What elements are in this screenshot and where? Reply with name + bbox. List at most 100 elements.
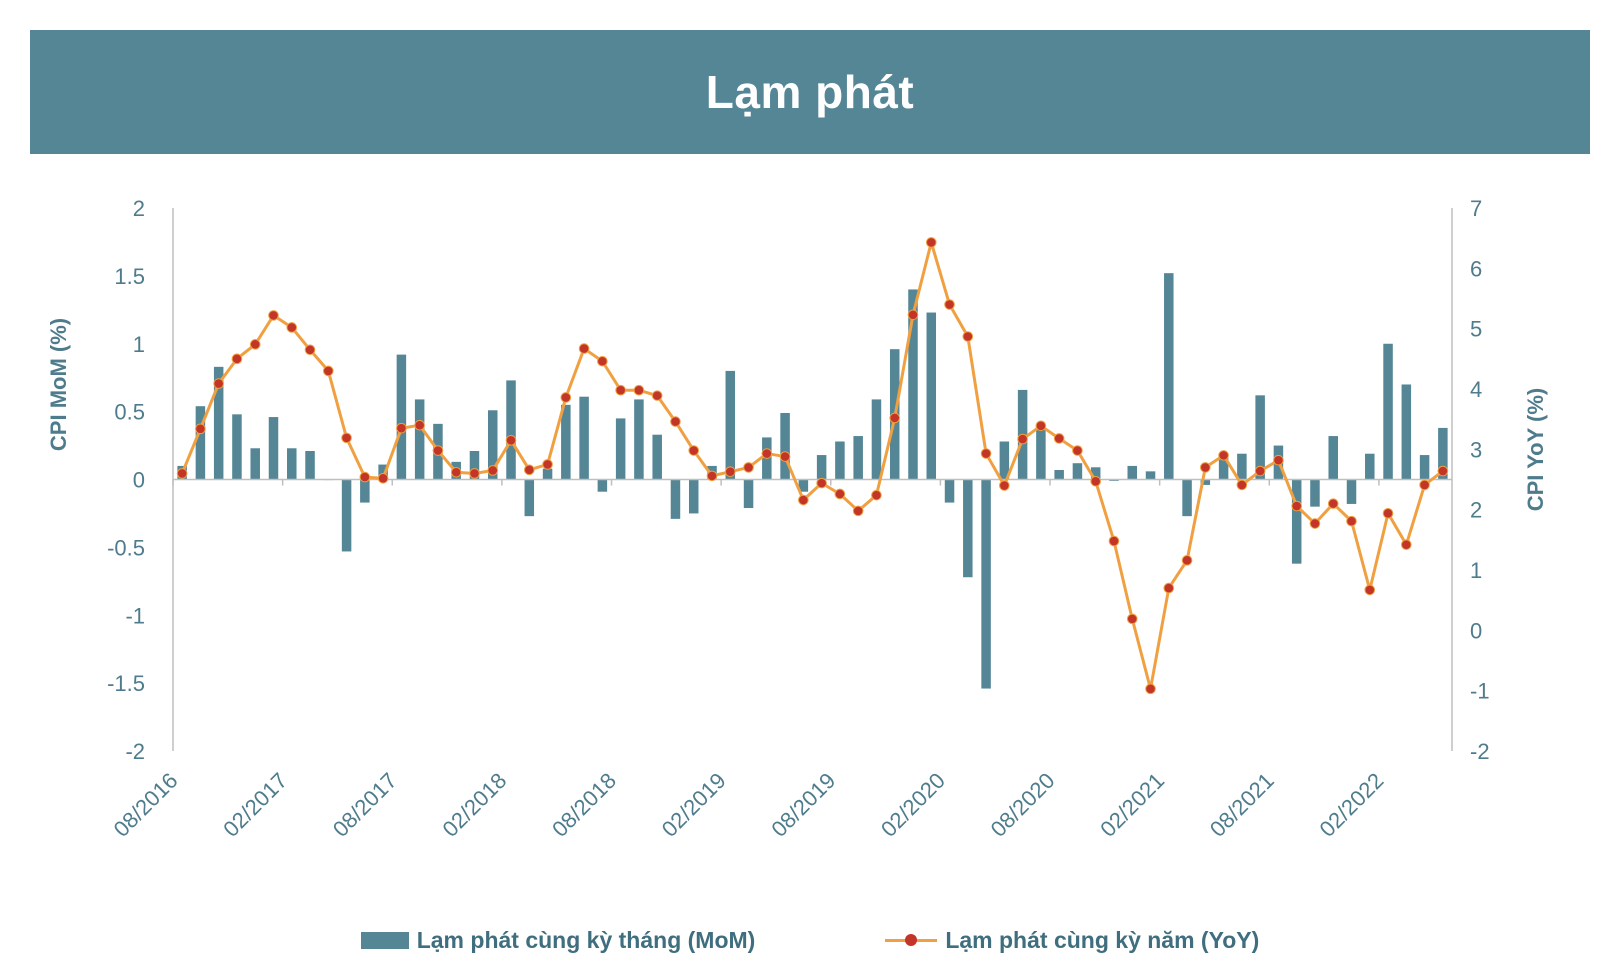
bar-mom [1346,479,1357,504]
y-left-axis-title: CPI MoM (%) [46,318,71,451]
x-tick-label: 08/2021 [1205,768,1279,842]
legend-item-yoy: Lạm phát cùng kỳ năm (YoY) [885,927,1259,954]
y-left-tick-label: -0.5 [107,535,145,560]
point-yoy [779,451,791,462]
x-tick-label: 02/2022 [1315,768,1389,842]
bar-mom [1328,436,1338,480]
point-yoy [195,423,206,435]
point-yoy [1254,465,1266,477]
point-yoy [1053,433,1065,444]
bar-mom [908,289,918,480]
point-yoy [1291,500,1302,512]
point-yoy [597,355,608,367]
bar-mom [1200,479,1211,485]
point-yoy [670,416,681,427]
bar-mom [524,479,535,517]
bar-mom [1072,463,1083,480]
bar-mom [963,479,973,578]
x-tick-label: 08/2019 [766,768,840,842]
point-yoy [1437,465,1449,477]
point-yoy [816,477,827,489]
x-tick-label: 02/2017 [218,768,292,842]
point-yoy [213,378,224,389]
point-yoy [1309,518,1321,529]
bar-mom [926,312,937,480]
point-yoy [907,309,919,321]
y-right-tick-label: -2 [1470,739,1490,764]
bar-mom [487,410,498,480]
bar-mom [1036,425,1046,480]
x-tick-label: 02/2020 [876,768,950,842]
legend-item-mom: Lạm phát cùng kỳ tháng (MoM) [360,927,755,954]
legend-swatch-bar [360,931,409,949]
point-yoy [852,505,864,517]
y-left-tick-label: 0 [133,468,145,493]
point-yoy [359,471,371,483]
bar-mom [396,354,407,480]
legend-swatch-line [885,930,938,950]
point-yoy [980,448,992,459]
x-tick-label: 02/2019 [657,768,731,842]
point-yoy [889,412,901,424]
y-left-tick-label: -1 [125,603,145,628]
y-left-tick-label: 2 [133,196,145,221]
point-yoy [341,432,352,444]
point-yoy [268,310,279,321]
bar-mom [1310,479,1320,507]
bar-mom [634,399,644,480]
y-right-tick-label: 3 [1470,437,1482,462]
y-right-tick-label: 7 [1470,196,1482,221]
bar-mom [597,479,608,492]
y-right-tick-label: 4 [1470,377,1482,402]
bar-mom [195,406,206,480]
bar-mom [944,479,955,503]
bar-mom [1145,471,1156,480]
bar-mom [542,468,553,480]
title-banner: Lạm phát [30,30,1590,154]
bar-mom [1127,465,1138,480]
point-yoy [304,344,316,356]
point-yoy [798,494,809,506]
bar-mom [1401,384,1412,480]
point-yoy [615,384,626,396]
point-yoy [1181,555,1193,566]
x-tick-label: 02/2021 [1095,768,1169,842]
point-yoy [1035,420,1047,432]
bar-mom [652,434,662,480]
point-yoy [523,464,535,476]
point-yoy [1072,445,1083,456]
line-yoy [180,240,1444,691]
bar-mom [1090,467,1101,480]
point-yoy [249,339,261,350]
point-yoy [761,448,773,459]
point-yoy [871,489,882,501]
x-tick-label: 02/2018 [438,768,512,842]
bar-mom [816,455,827,480]
point-yoy [487,465,499,476]
bar-mom [670,479,681,519]
point-yoy [1346,515,1357,527]
bar-mom [506,380,516,480]
point-yoy [1145,683,1156,695]
bar-mom [1164,273,1174,480]
y-right-tick-label: 1 [1470,558,1482,583]
bar-mom [1218,457,1229,480]
bar-mom [688,479,699,514]
bar-mom [268,417,279,480]
point-yoy [542,459,553,470]
point-yoy [1090,476,1102,487]
y-left-tick-label: -1.5 [107,671,145,696]
bar-mom [1255,395,1265,480]
bar-mom [1419,455,1430,480]
y-right-axis-title: CPI YoY (%) [1523,388,1548,511]
bar-mom [1365,453,1375,480]
point-yoy [176,468,188,479]
point-yoy [450,466,462,478]
bar-mom [561,404,571,480]
point-yoy [962,331,974,342]
point-yoy [925,237,937,248]
y-left-tick-label: 0.5 [114,400,145,425]
bar-mom [871,399,882,480]
bar-mom [1054,469,1064,480]
